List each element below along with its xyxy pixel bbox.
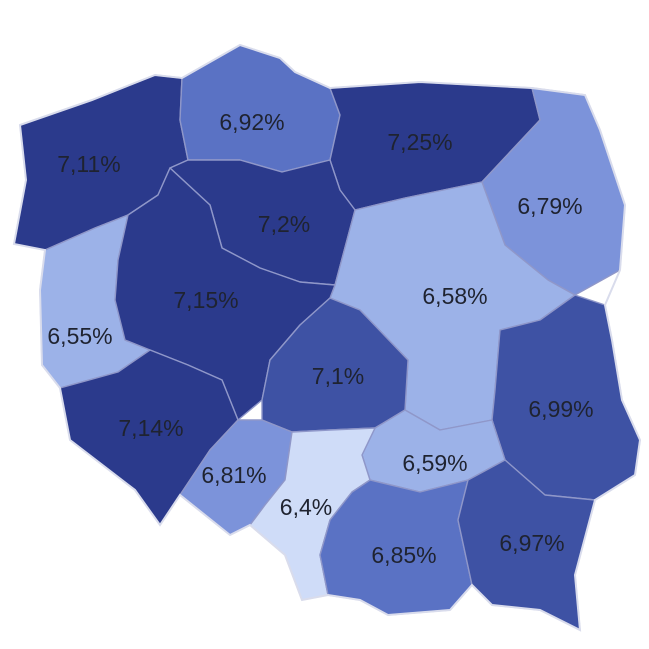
label-pomorskie: 6,92% — [219, 109, 284, 135]
label-zachodniopomorskie: 7,11% — [57, 151, 121, 177]
label-opolskie: 6,81% — [201, 462, 266, 488]
label-lubuskie: 6,55% — [47, 323, 112, 349]
label-mazowieckie: 6,58% — [422, 283, 487, 309]
label-swietokrzyskie: 6,59% — [402, 450, 467, 476]
label-warminsko-mazurskie: 7,25% — [387, 129, 452, 155]
label-podkarpackie: 6,97% — [499, 530, 564, 556]
label-malopolskie: 6,85% — [371, 542, 436, 568]
label-dolnoslaskie: 7,14% — [118, 415, 183, 441]
label-wielkopolskie: 7,15% — [173, 287, 238, 313]
country-outline — [12, 43, 642, 632]
label-slaskie: 6,4% — [280, 494, 332, 520]
map-regions — [13, 44, 641, 631]
map-labels: 7,11% 6,92% 7,25% 6,79% 7,2% 6,58% 6,55%… — [47, 109, 593, 568]
label-podlaskie: 6,79% — [517, 193, 582, 219]
label-lubelskie: 6,99% — [528, 396, 593, 422]
label-lodzkie: 7,1% — [312, 363, 364, 389]
label-kujawsko-pomorskie: 7,2% — [258, 211, 310, 237]
